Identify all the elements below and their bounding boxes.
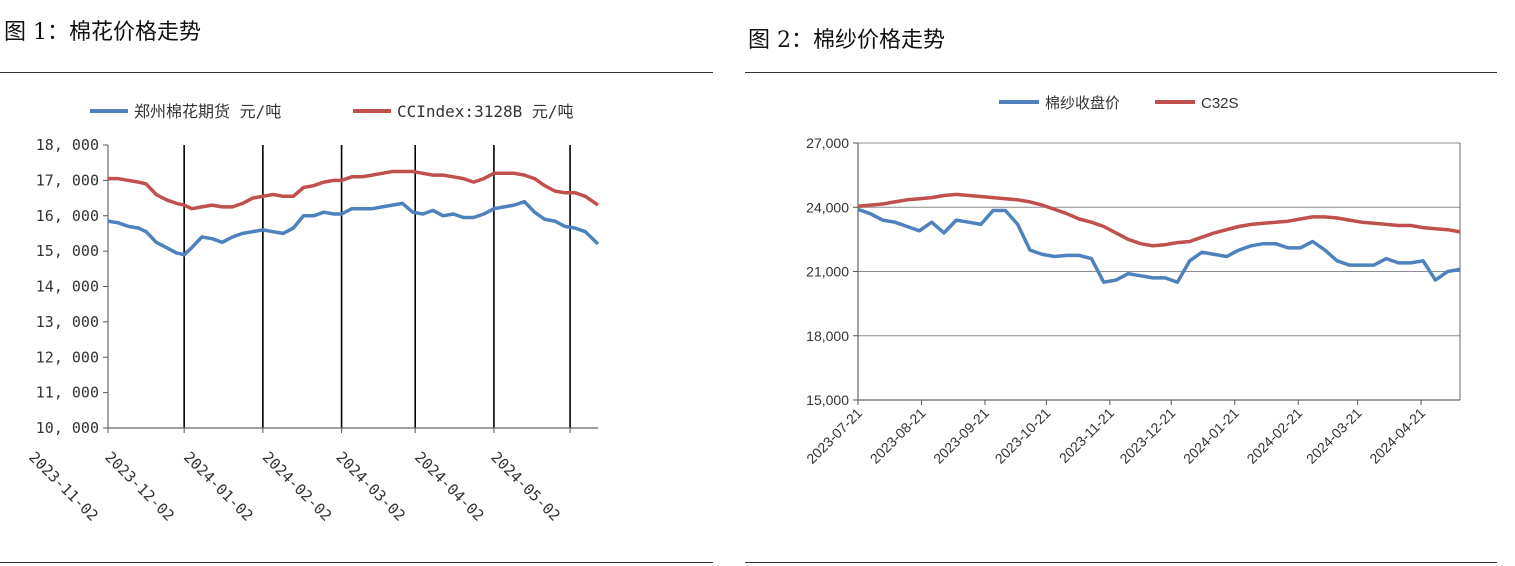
legend-label-1: CCIndex:3128B 元/吨: [397, 102, 574, 121]
y-tick-label: 18,000: [806, 328, 849, 344]
x-tick-label: 2023-09-21: [930, 405, 992, 467]
bottom-rule: [0, 562, 713, 563]
y-tick-label: 27,000: [806, 135, 849, 151]
y-tick-label: 17, 000: [36, 171, 99, 189]
y-tick-label: 15,000: [806, 392, 849, 408]
chart-title: 图 1：棉花价格走势: [4, 20, 201, 45]
x-tick-label: 2024-02-21: [1243, 405, 1305, 467]
x-tick-label: 2024-04-02: [411, 448, 488, 525]
x-tick-label: 2023-10-21: [992, 405, 1054, 467]
x-tick-label: 2024-03-21: [1303, 405, 1365, 467]
x-tick-label: 2024-05-02: [487, 448, 564, 525]
chart-panel-cotton: 图 1：棉花价格走势 18, 000 17, 000 16, 000 15, 000 1…: [0, 0, 720, 566]
x-tick-label: 2023-07-21: [803, 405, 865, 467]
x-tick-label: 2024-03-02: [332, 448, 409, 525]
legend-label-0: 棉纱收盘价: [1045, 94, 1120, 112]
series-line-1: [108, 169, 599, 211]
yarn-price-chart: 27,000 24,000 21,000 18,000 15,0002023-07-21…: [803, 94, 1461, 467]
legend-label-1: C32S: [1201, 95, 1239, 112]
y-tick-label: 15, 000: [36, 242, 99, 260]
y-tick-label: 14, 000: [36, 278, 99, 296]
x-tick-label: 2023-12-02: [101, 448, 178, 525]
y-tick-label: 10, 000: [36, 419, 99, 437]
x-tick-label: 2023-08-21: [867, 405, 929, 467]
legend-label-0: 郑州棉花期货 元/吨: [134, 102, 281, 121]
x-tick-label: 2023-12-21: [1116, 405, 1178, 467]
y-tick-label: 18, 000: [36, 136, 99, 154]
series-line-1: [857, 192, 1461, 248]
x-tick-label: 2024-04-21: [1366, 405, 1428, 467]
top-rule: [745, 72, 1497, 73]
series-line-0: [857, 207, 1461, 284]
x-tick-label: 2023-11-02: [25, 448, 102, 525]
x-tick-label: 2023-11-21: [1056, 405, 1117, 466]
y-tick-label: 12, 000: [36, 348, 99, 366]
y-tick-label: 21,000: [806, 264, 849, 280]
y-tick-label: 24,000: [806, 199, 849, 215]
cotton-price-chart: 18, 000 17, 000 16, 000 15, 000 14, 000 13, 0…: [25, 102, 600, 525]
x-tick-label: 2024-01-02: [180, 448, 257, 525]
series-line-0: [107, 199, 600, 257]
y-tick-label: 11, 000: [36, 384, 99, 402]
chart-panel-yarn: 图 2：棉纱价格走势 27,000 24,000 21,000 18,000 15,00…: [745, 0, 1515, 566]
top-rule: [0, 72, 713, 73]
chart-title: 图 2：棉纱价格走势: [748, 28, 945, 53]
y-tick-label: 13, 000: [36, 313, 99, 331]
bottom-rule: [745, 562, 1497, 563]
y-tick-label: 16, 000: [36, 207, 99, 225]
x-tick-label: 2024-01-21: [1180, 405, 1242, 467]
x-tick-label: 2024-02-02: [259, 448, 336, 525]
